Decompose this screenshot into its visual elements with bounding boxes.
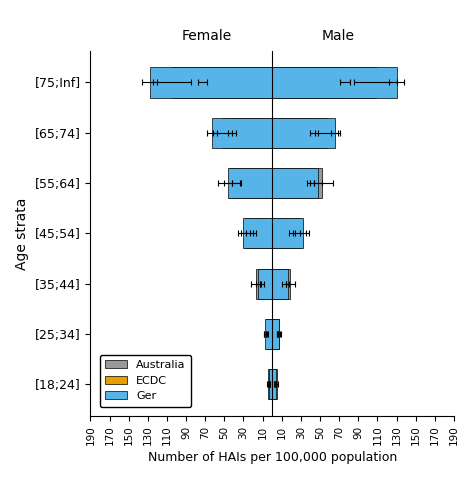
Bar (272, 118, 335, 148)
Bar (272, 269, 291, 299)
Bar (272, 168, 318, 198)
Bar (272, 269, 288, 299)
Bar (265, 319, 272, 349)
Text: Female: Female (182, 29, 232, 44)
Bar (272, 319, 279, 349)
Bar (272, 369, 275, 399)
Bar (232, 118, 272, 148)
Bar (246, 218, 272, 249)
Bar (253, 218, 272, 249)
Bar (269, 369, 272, 399)
Bar (272, 68, 397, 98)
Bar (272, 319, 279, 349)
Bar (270, 369, 272, 399)
Bar (212, 118, 272, 148)
Bar (272, 218, 303, 249)
Bar (267, 319, 272, 349)
Bar (244, 218, 272, 249)
Bar (272, 319, 277, 349)
Bar (272, 118, 327, 148)
Bar (222, 118, 272, 148)
Bar (272, 68, 375, 98)
Legend: Australia, ECDC, Ger: Australia, ECDC, Ger (100, 354, 191, 407)
Bar (272, 168, 310, 198)
X-axis label: Number of HAIs per 100,000 population: Number of HAIs per 100,000 population (147, 451, 397, 464)
Bar (272, 218, 301, 249)
Bar (236, 168, 272, 198)
Text: Male: Male (321, 29, 354, 44)
Bar (272, 68, 345, 98)
Bar (228, 168, 272, 198)
Bar (150, 68, 272, 98)
Bar (272, 118, 314, 148)
Bar (272, 369, 276, 399)
Bar (272, 369, 274, 399)
Bar (272, 218, 292, 249)
Bar (202, 68, 272, 98)
Bar (229, 168, 272, 198)
Bar (262, 269, 272, 299)
Bar (268, 369, 272, 399)
Bar (265, 319, 272, 349)
Y-axis label: Age strata: Age strata (15, 197, 29, 270)
Bar (272, 269, 283, 299)
Bar (172, 68, 272, 98)
Bar (258, 269, 272, 299)
Bar (272, 168, 322, 198)
Bar (256, 269, 272, 299)
